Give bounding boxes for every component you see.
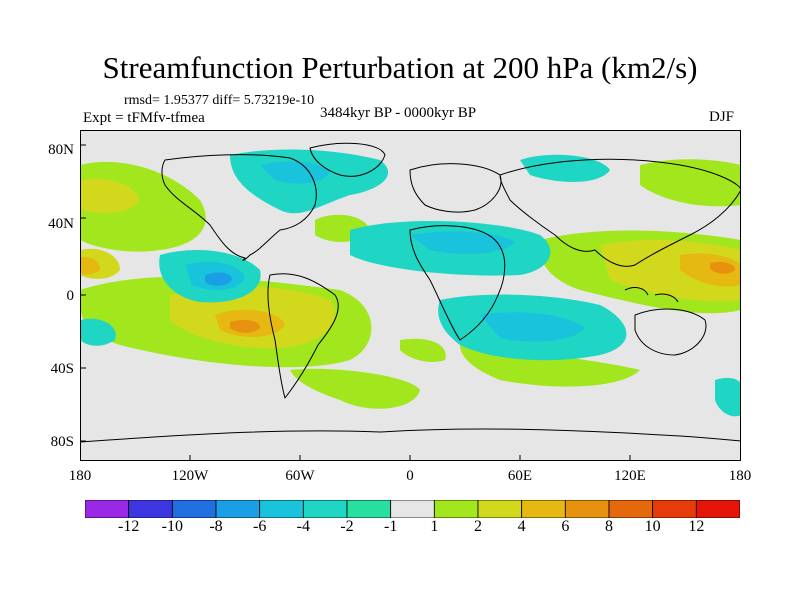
- coast-greenland: [309, 142, 386, 177]
- negative-anomaly-4: [185, 161, 585, 342]
- colorbar-swatch: [652, 500, 697, 518]
- lon-label-120e: 120E: [614, 468, 646, 484]
- lat-label-40s: 40S: [50, 361, 74, 377]
- colorbar-swatch: [259, 500, 304, 518]
- lon-label-60w: 60W: [285, 468, 315, 484]
- lon-label-0: 0: [406, 468, 414, 484]
- neg-field-south-pacific: [80, 318, 116, 346]
- colorbar-swatch: [215, 500, 261, 518]
- lon-label-180e: 180: [728, 468, 752, 484]
- positive-anomaly-6: [80, 253, 741, 337]
- colorbar-label: 8: [605, 518, 613, 535]
- colorbar-label: 12: [688, 518, 705, 535]
- pos-field-siberia: [640, 159, 741, 207]
- coast-australia: [634, 308, 707, 356]
- coastlines: [80, 142, 741, 443]
- pos8-field-east-asia: [710, 261, 735, 274]
- colorbar-label: 4: [517, 518, 526, 535]
- lon-label-120w: 120W: [171, 468, 209, 484]
- colorbar-swatch: [85, 500, 130, 518]
- pos6-field-east-asia: [680, 253, 741, 287]
- colorbar-label: -1: [383, 518, 398, 535]
- neg6-field-pacific: [205, 272, 232, 286]
- coast-south-america: [267, 273, 339, 399]
- stats-text: rmsd= 1.95377 diff= 5.73219e-10: [124, 93, 315, 108]
- colorbar-swatch: [477, 500, 523, 518]
- negative-anomaly-6: [205, 272, 232, 286]
- colorbar-label: -8: [209, 518, 223, 535]
- pos-field-south-atlantic: [290, 368, 420, 409]
- pos4-field-north-pacific: [80, 178, 140, 213]
- lon-label-60e: 60E: [507, 468, 533, 484]
- coast-indonesia: [624, 287, 679, 303]
- pos6-field-west: [80, 257, 100, 275]
- colorbar: [85, 500, 740, 518]
- lat-label-0: 0: [66, 288, 75, 304]
- period-label: 3484kyr BP - 0000kyr BP: [320, 105, 477, 121]
- coast-antarctica: [80, 428, 741, 443]
- season-label: DJF: [709, 109, 735, 125]
- colorbar-swatch: [695, 500, 740, 518]
- positive-anomaly-8: [230, 261, 735, 333]
- colorbar-swatch: [171, 500, 217, 518]
- colorbar-label: 2: [474, 518, 482, 535]
- colorbar-swatch: [346, 500, 392, 518]
- neg4-field-atlantic: [410, 231, 515, 254]
- lat-label-80n: 80N: [48, 142, 74, 158]
- map-ticks: [80, 144, 631, 461]
- colorbar-label: -6: [252, 518, 267, 535]
- colorbar-swatch: [521, 500, 566, 518]
- pos-field-indian-south: [400, 338, 446, 362]
- coast-asia: [499, 158, 741, 267]
- colorbar-label: 10: [644, 518, 661, 535]
- pos8-field-pacific: [230, 320, 260, 333]
- coast-europe: [409, 163, 502, 213]
- colorbar-label: -12: [117, 518, 140, 535]
- neg-field-southern-edge: [715, 377, 741, 417]
- lon-label-180w: 180: [68, 468, 92, 484]
- colorbar-swatch: [390, 500, 435, 518]
- lat-label-40n: 40N: [48, 216, 74, 232]
- colorbar-swatch: [128, 500, 173, 518]
- experiment-label: Expt = tFMfv-tfmea: [83, 110, 205, 126]
- colorbar-swatch: [564, 500, 610, 518]
- chart-title: Streamfunction Perturbation at 200 hPa (…: [102, 50, 698, 85]
- colorbar-label: 1: [430, 518, 439, 535]
- lat-label-80s: 80S: [50, 434, 74, 450]
- colorbar-label: -4: [296, 518, 310, 535]
- colorbar-swatch: [302, 500, 348, 518]
- map-panel: [80, 130, 741, 461]
- colorbar-swatch: [433, 500, 479, 518]
- neg-field-arctic: [520, 154, 610, 182]
- neg4-field-indian: [480, 312, 585, 342]
- colorbar-label: 6: [561, 518, 570, 535]
- colorbar-swatch: [608, 500, 654, 518]
- coast-north-america: [161, 154, 317, 262]
- coast-africa: [409, 225, 506, 341]
- colorbar-label: -10: [161, 518, 183, 535]
- colorbar-label: -2: [340, 518, 354, 535]
